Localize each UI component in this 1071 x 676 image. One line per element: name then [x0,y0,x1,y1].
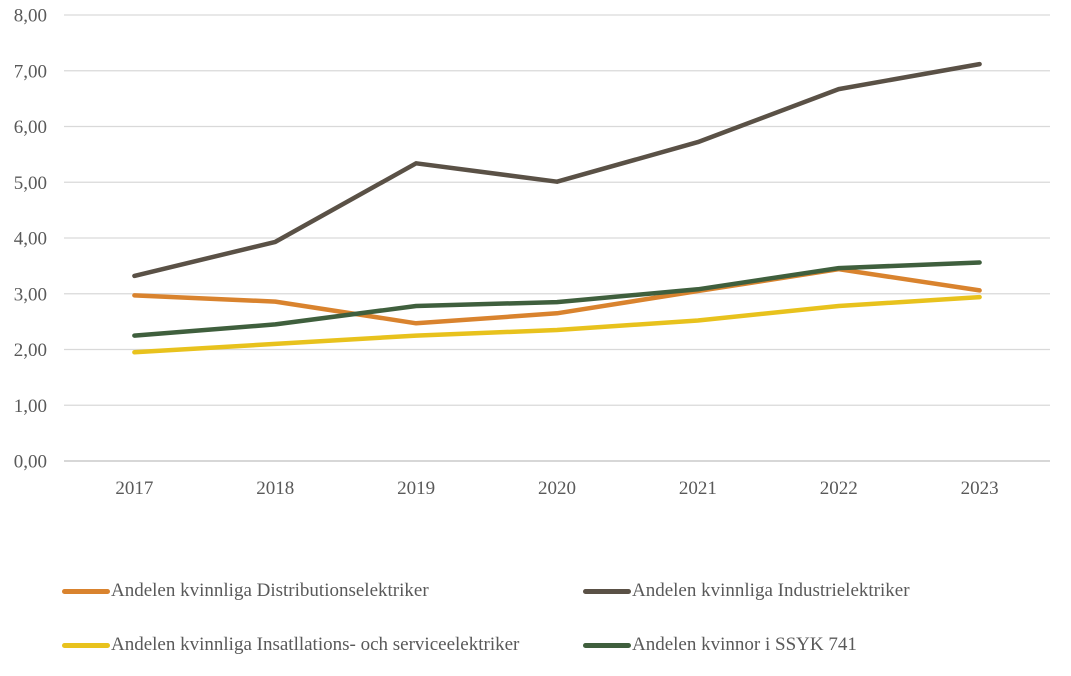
legend-swatch [583,588,631,594]
y-tick-label: 0,00 [14,452,47,473]
y-tick-label: 5,00 [14,173,47,194]
x-tick-label: 2023 [961,478,999,499]
chart-svg: 8,00 7,00 6,00 5,00 4,00 3,00 2,00 1,00 0,00 2017… [14,6,1050,499]
x-tick-label: 2021 [679,478,717,499]
y-tick-label: 4,00 [14,229,47,250]
x-tick-label: 2018 [256,478,294,499]
legend-item-3: Andelen kvinnor i SSYK 741 [583,635,1071,655]
legend-item-1: Andelen kvinnliga Industrielektriker [583,581,1071,601]
legend-item-2: Andelen kvinnliga Insatllations- och ser… [62,635,583,655]
legend-label: Andelen kvinnliga Insatllations- och ser… [111,634,520,655]
chart-legend: Andelen kvinnliga Distributionselektrike… [0,581,1071,655]
y-tick-label: 6,00 [14,117,47,138]
y-tick-label: 7,00 [14,61,47,82]
legend-label: Andelen kvinnor i SSYK 741 [632,634,857,655]
legend-swatch [62,588,110,594]
x-tick-label: 2020 [538,478,576,499]
series-line-3 [132,260,982,338]
x-tick-label: 2017 [115,478,153,499]
legend-swatch [583,642,631,648]
series-line-0 [132,266,982,326]
y-tick-label: 1,00 [14,396,47,417]
legend-label: Andelen kvinnliga Distributionselektrike… [111,580,429,601]
legend-swatch [62,642,110,648]
x-tick-label: 2022 [820,478,858,499]
legend-label: Andelen kvinnliga Industrielektriker [632,580,910,601]
x-tick-label: 2019 [397,478,435,499]
series-line-1 [132,61,982,279]
legend-item-0: Andelen kvinnliga Distributionselektrike… [62,581,583,601]
y-tick-label: 8,00 [14,6,47,27]
y-tick-label: 2,00 [14,340,47,361]
y-tick-label: 3,00 [14,284,47,305]
series-line-2 [132,294,982,355]
